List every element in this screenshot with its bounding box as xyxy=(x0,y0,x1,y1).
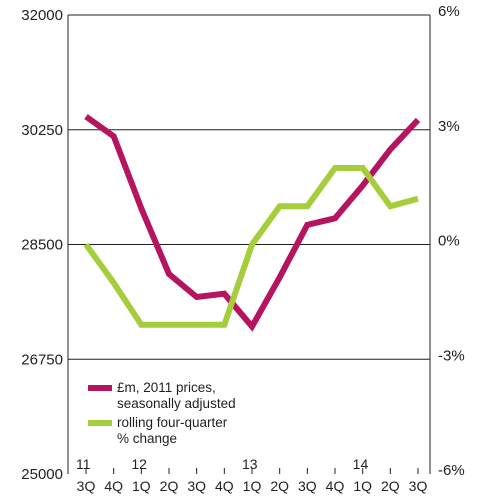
right-tick-label: 6% xyxy=(438,3,460,20)
year-label: 13 xyxy=(242,456,258,472)
x-tick-label: 4Q xyxy=(104,478,123,494)
right-axis-ticks: 6% 3% 0% -3% -6% xyxy=(438,3,465,479)
x-tick-label: 3Q xyxy=(77,478,96,494)
series-line-1 xyxy=(83,165,419,328)
right-tick-label: -6% xyxy=(438,462,465,479)
x-tick-label: 4Q xyxy=(215,478,234,494)
x-tick-label: 1Q xyxy=(132,478,151,494)
left-axis-ticks: 32000 30250 28500 26750 25000 xyxy=(21,7,63,483)
x-tick-label: 1Q xyxy=(243,478,262,494)
right-tick-label: -3% xyxy=(438,347,465,364)
left-tick-label: 28500 xyxy=(21,237,63,254)
year-label: 11 xyxy=(76,456,91,472)
legend-label: rolling four-quarter xyxy=(117,415,228,430)
year-label: 12 xyxy=(131,456,147,472)
right-tick-label: 0% xyxy=(438,233,460,250)
left-tick-label: 26750 xyxy=(21,351,63,368)
year-label: 14 xyxy=(353,456,369,472)
x-tick-label: 3Q xyxy=(187,478,206,494)
left-tick-label: 25000 xyxy=(21,466,63,483)
x-tick-label: 1Q xyxy=(353,478,372,494)
legend-label: % change xyxy=(117,431,177,446)
series-line-0 xyxy=(84,114,421,332)
x-tick-label: 2Q xyxy=(270,478,289,494)
right-tick-label: 3% xyxy=(438,118,460,135)
series-lines xyxy=(83,114,421,332)
left-tick-label: 30250 xyxy=(21,122,63,139)
legend-label: £m, 2011 prices, xyxy=(117,380,216,395)
left-tick-label: 32000 xyxy=(21,7,63,24)
x-tick-label: 2Q xyxy=(381,478,400,494)
x-tick-label: 2Q xyxy=(160,478,179,494)
legend: £m, 2011 prices,seasonally adjusted rolli… xyxy=(88,380,236,446)
x-tick-label: 3Q xyxy=(298,478,317,494)
x-tick-label: 4Q xyxy=(326,478,345,494)
plot-frame xyxy=(67,15,431,474)
x-tick-label: 3Q xyxy=(409,478,428,494)
legend-label: seasonally adjusted xyxy=(117,396,236,411)
x-axis-ticks: 3Q 4Q 1Q 2Q 3Q 4Q 1Q 2Q 3Q 4Q 1Q 2Q 3Q 11 12 13 14 xyxy=(76,456,427,494)
